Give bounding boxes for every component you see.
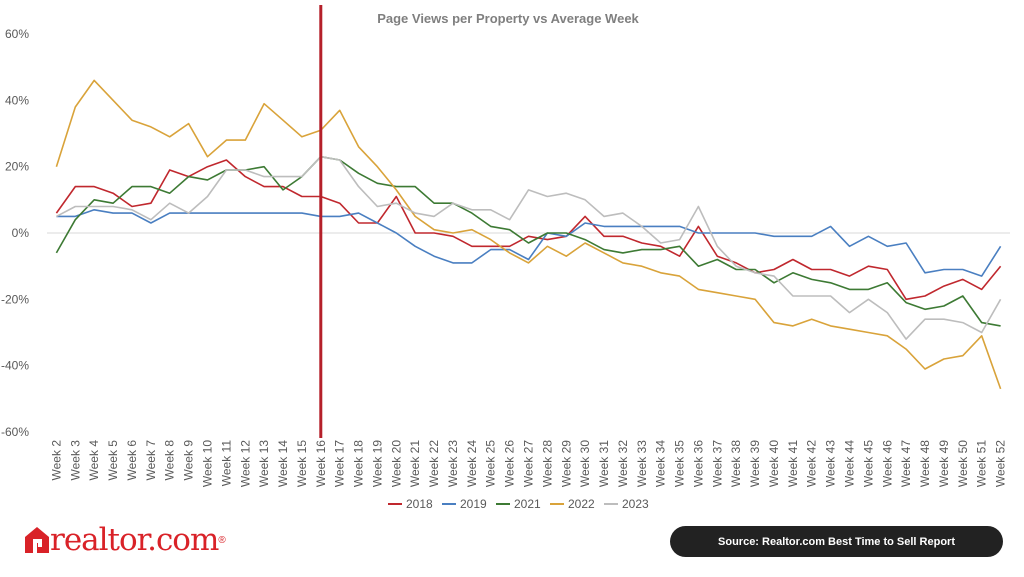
house-icon — [25, 527, 49, 553]
x-tick-label: Week 28 — [540, 440, 554, 487]
series-line-2021 — [55, 155, 1001, 327]
x-tick-label: Week 30 — [578, 440, 592, 487]
y-tick-label: -40% — [1, 359, 29, 373]
x-tick-label: Week 8 — [163, 440, 177, 481]
x-tick-label: Week 24 — [465, 440, 479, 487]
x-tick-label: Week 27 — [522, 440, 536, 487]
legend: 2018 2019 2021 2022 2023 — [388, 497, 649, 511]
x-tick-label: Week 33 — [635, 440, 649, 487]
x-tick-label: Week 3 — [68, 440, 82, 481]
series-line-2022 — [55, 79, 1002, 390]
x-tick-label: Week 31 — [597, 440, 611, 487]
x-tick-label: Week 44 — [843, 440, 857, 487]
x-tick-label: Week 48 — [918, 440, 932, 487]
x-tick-label: Week 51 — [975, 440, 989, 487]
y-tick-label: 40% — [5, 93, 29, 107]
x-tick-label: Week 29 — [559, 440, 573, 487]
x-tick-label: Week 39 — [748, 440, 762, 487]
y-tick-label: -60% — [1, 425, 29, 439]
x-tick-label: Week 37 — [710, 440, 724, 487]
y-tick-label: 0% — [12, 226, 30, 240]
x-tick-label: Week 2 — [49, 440, 63, 481]
logo-wordmark: realtor.com — [50, 522, 219, 558]
series-line-2019 — [56, 209, 1002, 277]
x-tick-label: Week 23 — [446, 440, 460, 487]
x-tick-label: Week 14 — [276, 440, 290, 487]
x-tick-label: Week 18 — [352, 440, 366, 487]
y-axis: 60% 40% 20% 0% -20% -40% -60% — [1, 27, 29, 439]
x-tick-label: Week 21 — [408, 440, 422, 487]
series-lines — [55, 79, 1002, 390]
x-tick-label: Week 11 — [219, 440, 233, 487]
series-line-2023 — [56, 155, 1002, 340]
x-tick-label: Week 15 — [295, 440, 309, 487]
x-tick-label: Week 26 — [503, 440, 517, 487]
x-tick-label: Week 42 — [805, 440, 819, 487]
x-tick-label: Week 10 — [201, 440, 215, 487]
x-tick-label: Week 47 — [899, 440, 913, 487]
realtor-logo: realtor.com ® — [24, 522, 226, 558]
x-tick-label: Week 41 — [786, 440, 800, 487]
x-tick-label: Week 6 — [125, 440, 139, 481]
x-tick-label: Week 16 — [314, 440, 328, 487]
x-tick-label: Week 5 — [106, 440, 120, 481]
source-text: Source: Realtor.com Best Time to Sell Re… — [718, 535, 955, 548]
x-tick-label: Week 36 — [691, 440, 705, 487]
x-tick-label: Week 25 — [484, 440, 498, 487]
x-tick-label: Week 7 — [144, 440, 158, 481]
x-tick-label: Week 12 — [238, 440, 252, 487]
legend-label-2023: 2023 — [622, 497, 649, 511]
x-tick-label: Week 49 — [937, 440, 951, 487]
x-tick-label: Week 38 — [729, 440, 743, 487]
series-line-2018 — [55, 159, 1002, 301]
legend-label-2022: 2022 — [568, 497, 595, 511]
y-tick-label: 20% — [5, 160, 29, 174]
x-tick-label: Week 34 — [654, 440, 668, 487]
legend-label-2019: 2019 — [460, 497, 487, 511]
x-tick-label: Week 46 — [880, 440, 894, 487]
chart-title: Page Views per Property vs Average Week — [377, 11, 639, 26]
x-tick-label: Week 22 — [427, 440, 441, 487]
x-tick-label: Week 20 — [389, 440, 403, 487]
x-tick-label: Week 35 — [673, 440, 687, 487]
x-tick-label: Week 9 — [182, 440, 196, 481]
y-tick-label: -20% — [1, 292, 29, 306]
logo-trademark: ® — [218, 534, 226, 546]
y-tick-label: 60% — [5, 27, 29, 41]
x-axis: Week 2 Week 3 Week 4 Week 5 Week 6 Week 7 Week… — [49, 440, 1007, 487]
x-tick-label: Week 13 — [257, 440, 271, 487]
legend-label-2018: 2018 — [406, 497, 433, 511]
source-badge: Source: Realtor.com Best Time to Sell Re… — [670, 526, 1003, 557]
legend-label-2021: 2021 — [514, 497, 541, 511]
x-tick-label: Week 17 — [333, 440, 347, 487]
x-tick-label: Week 50 — [956, 440, 970, 487]
x-tick-label: Week 43 — [824, 440, 838, 487]
x-tick-label: Week 45 — [861, 440, 875, 487]
x-tick-label: Week 32 — [616, 440, 630, 487]
x-tick-label: Week 40 — [767, 440, 781, 487]
x-tick-label: Week 19 — [370, 440, 384, 487]
x-tick-label: Week 52 — [994, 440, 1008, 487]
x-tick-label: Week 4 — [87, 440, 101, 481]
